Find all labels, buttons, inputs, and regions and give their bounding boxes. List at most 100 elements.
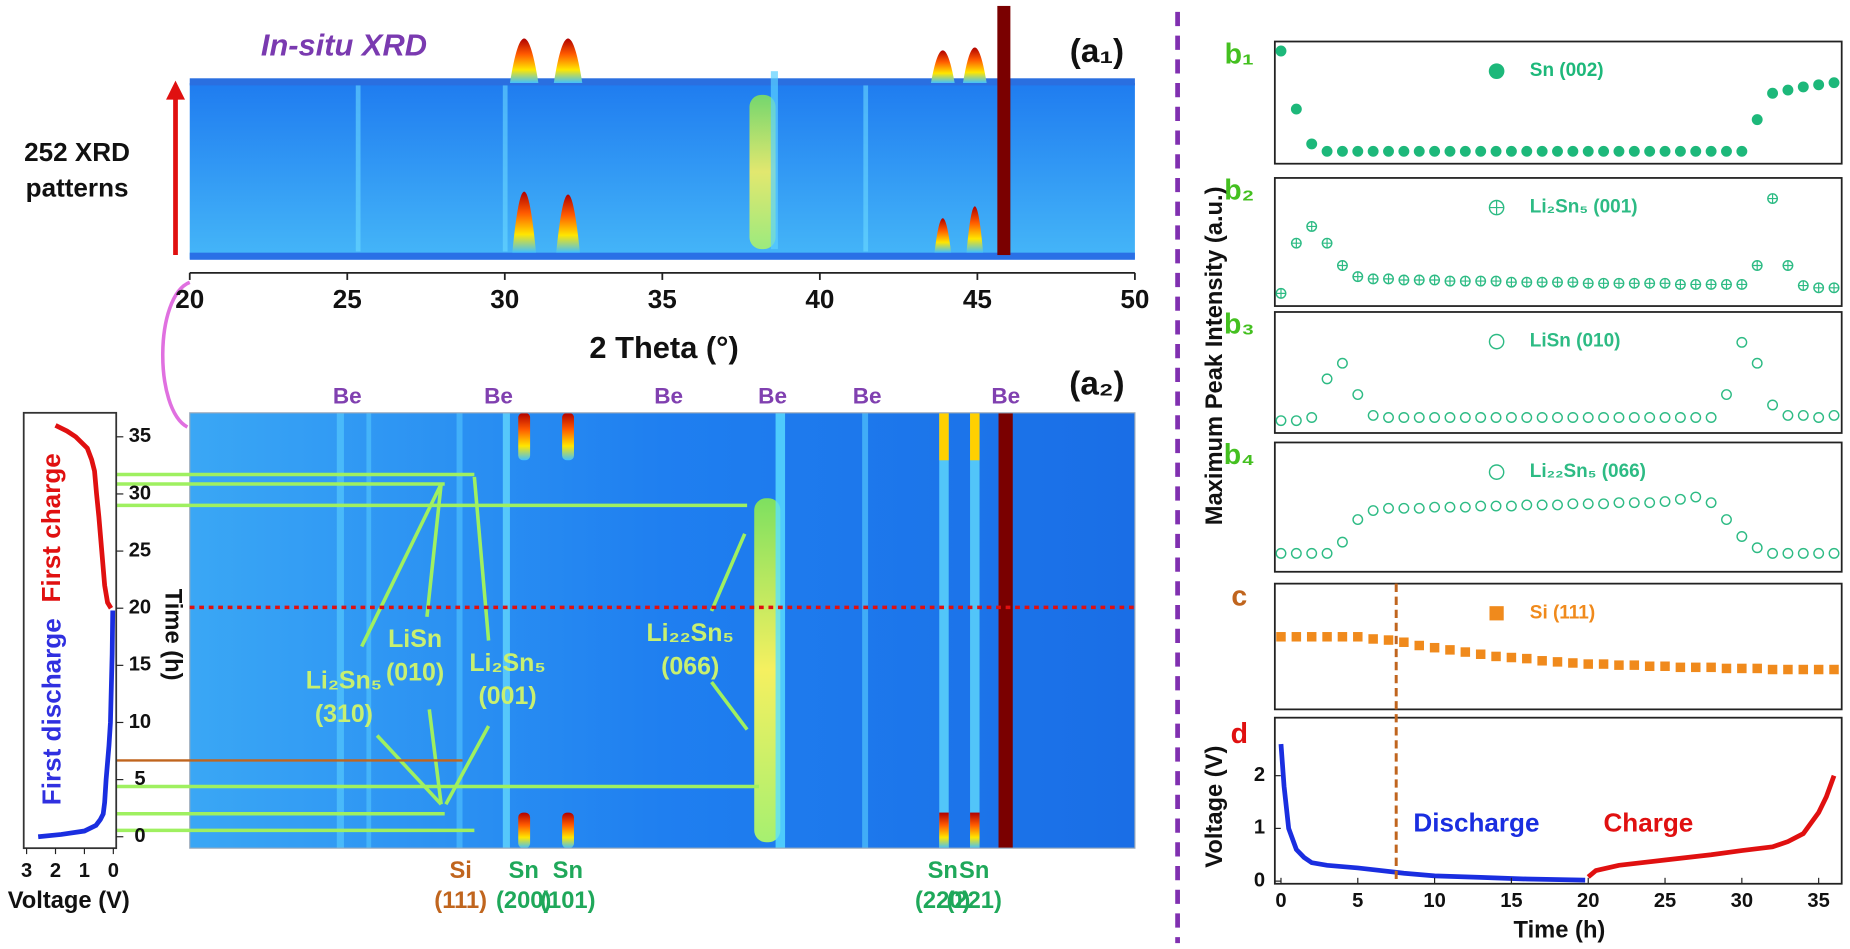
marker-cross xyxy=(1583,278,1593,289)
be-label: Be xyxy=(853,383,882,408)
legend-label: Li₂₂Sn₅ (066) xyxy=(1530,461,1646,482)
marker xyxy=(1367,145,1379,157)
marker xyxy=(1522,653,1532,664)
marker xyxy=(1674,493,1686,505)
marker xyxy=(1399,637,1409,647)
panel-label: b₁ xyxy=(1225,38,1254,70)
marker xyxy=(1660,661,1670,671)
marker xyxy=(1614,660,1624,670)
marker xyxy=(1828,77,1840,89)
phase-label: Li₂₂Sn₅ xyxy=(646,619,733,647)
marker-cross xyxy=(1798,280,1809,291)
marker xyxy=(1445,645,1455,655)
marker xyxy=(1490,500,1502,512)
marker xyxy=(1444,412,1456,423)
charge-label: Charge xyxy=(1603,807,1693,837)
marker xyxy=(1736,145,1748,157)
marker xyxy=(1459,501,1471,513)
marker xyxy=(1367,505,1379,517)
marker-cross xyxy=(1460,276,1471,286)
panel-label: c xyxy=(1231,580,1247,612)
marker xyxy=(1536,412,1548,423)
marker xyxy=(1488,333,1505,350)
side-label: patterns xyxy=(26,173,129,203)
a2-label: (a₂) xyxy=(1069,365,1124,402)
marker xyxy=(1798,664,1809,675)
marker xyxy=(1628,412,1640,423)
marker xyxy=(1782,84,1794,96)
marker xyxy=(1644,661,1655,671)
phase-label: (066) xyxy=(661,652,719,680)
marker xyxy=(1290,415,1302,427)
marker xyxy=(1429,642,1440,653)
marker-cross xyxy=(1383,274,1394,284)
marker xyxy=(1613,497,1625,509)
x-tick-label: 10 xyxy=(1423,890,1445,912)
marker-cross xyxy=(1322,238,1332,248)
marker xyxy=(1737,663,1747,674)
marker xyxy=(1613,412,1625,423)
marker xyxy=(1368,634,1378,644)
peak-label: (111) xyxy=(434,888,487,914)
marker xyxy=(1521,145,1533,157)
marker xyxy=(1398,502,1410,514)
x-axis-label: Time (h) xyxy=(1514,917,1606,943)
marker xyxy=(1306,632,1317,642)
marker xyxy=(1337,632,1348,642)
marker xyxy=(1352,514,1364,526)
marker xyxy=(1275,45,1287,57)
marker xyxy=(1413,145,1425,157)
marker xyxy=(1598,659,1609,669)
phase-label: LiSn xyxy=(388,625,442,653)
marker xyxy=(1413,412,1425,423)
marker xyxy=(1475,145,1487,157)
marker xyxy=(1736,336,1748,348)
marker xyxy=(1490,412,1502,423)
marker xyxy=(1321,373,1333,385)
a1-label: (a₁) xyxy=(1070,33,1124,70)
y-tick-label: 30 xyxy=(129,482,151,504)
marker-cross xyxy=(1399,275,1409,285)
marker xyxy=(1828,409,1840,421)
marker-cross xyxy=(1721,279,1732,290)
marker xyxy=(1306,547,1318,559)
marker xyxy=(1582,498,1594,510)
marker xyxy=(1705,145,1717,157)
marker xyxy=(1459,145,1471,157)
panel-label: b₄ xyxy=(1224,439,1255,471)
marker-cross xyxy=(1414,275,1424,285)
marker xyxy=(1383,635,1394,645)
x-tick-label: 20 xyxy=(175,284,204,314)
x-tick-label: 0 xyxy=(108,860,119,882)
marker xyxy=(1690,145,1702,157)
x-tick-label: 5 xyxy=(1352,890,1363,912)
marker xyxy=(1491,651,1501,662)
marker-cross xyxy=(1291,238,1302,248)
marker xyxy=(1644,412,1656,423)
x-axis-label: Voltage (V) xyxy=(8,888,130,914)
y-tick-label: 20 xyxy=(129,597,151,619)
marker xyxy=(1505,412,1517,423)
marker xyxy=(1751,357,1763,369)
a2-heatmap xyxy=(189,412,1136,849)
marker xyxy=(1321,145,1333,157)
x-tick-label: 45 xyxy=(963,284,992,314)
peak-label: Sn xyxy=(509,858,539,884)
marker xyxy=(1488,63,1505,80)
marker xyxy=(1505,145,1517,157)
marker xyxy=(1828,547,1840,559)
marker-cross xyxy=(1368,274,1378,284)
marker xyxy=(1783,664,1793,675)
marker xyxy=(1567,145,1579,157)
marker xyxy=(1367,409,1379,421)
marker xyxy=(1444,501,1456,513)
marker xyxy=(1398,412,1410,423)
marker xyxy=(1505,500,1517,512)
y-tick-label: 10 xyxy=(129,711,151,733)
marker-cross xyxy=(1537,277,1547,287)
marker-cross xyxy=(1491,276,1501,286)
peak-label: (221) xyxy=(947,888,1002,914)
marker-cross xyxy=(1644,278,1655,289)
marker xyxy=(1767,547,1779,559)
